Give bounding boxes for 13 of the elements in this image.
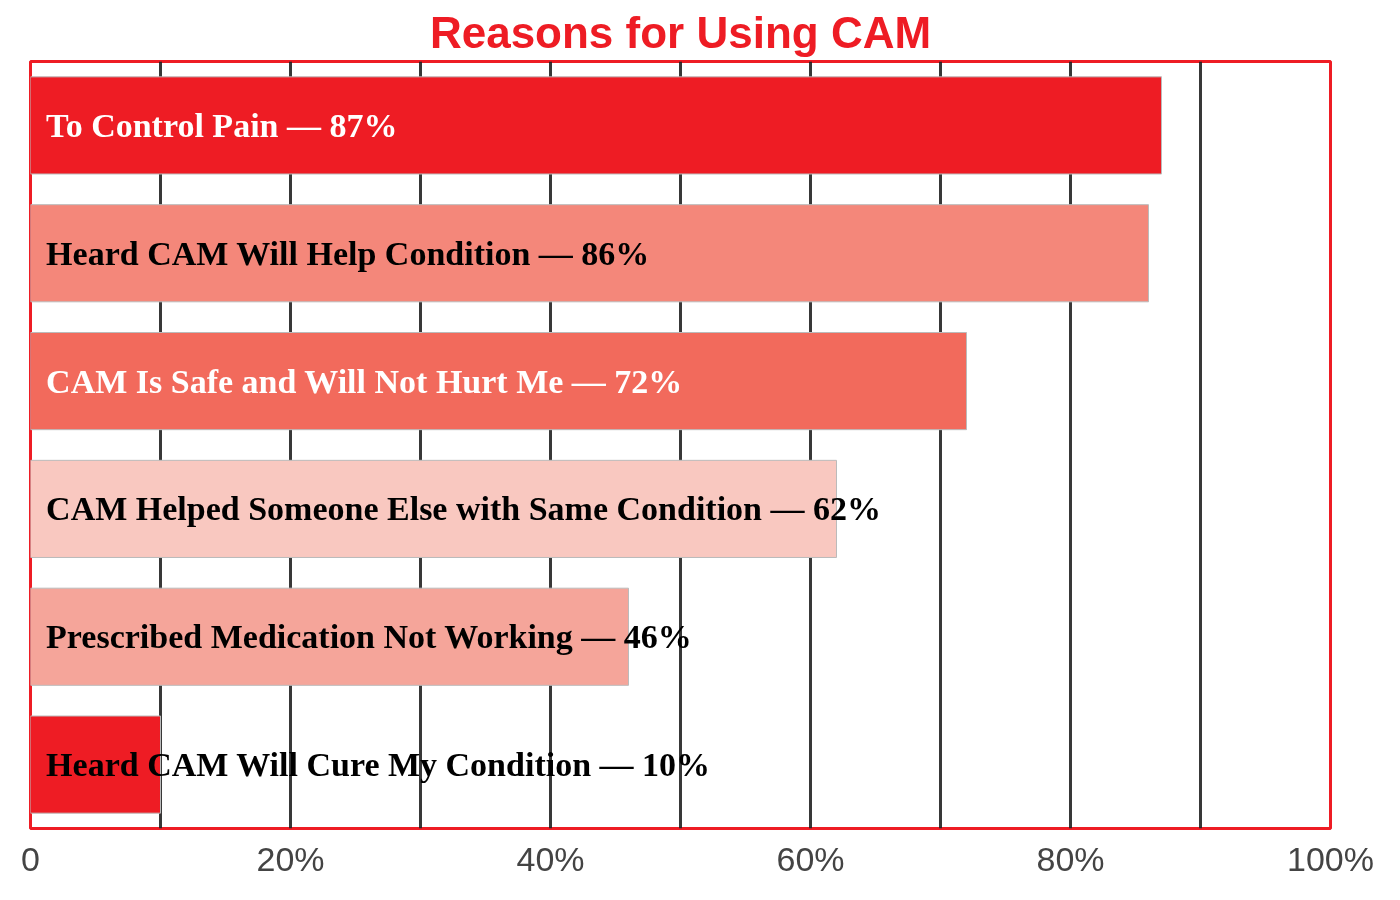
category-label: CAM Helped Someone Else with Same Condition — 62% [46, 490, 882, 528]
category-label: Heard CAM Will Help Condition — 86% [46, 234, 650, 272]
x-tick-label: 0 [21, 839, 40, 878]
x-tick-label: 60% [776, 839, 845, 878]
x-tick-label: 100% [1287, 839, 1374, 878]
bar [30, 204, 1149, 303]
bar [30, 332, 967, 431]
x-tick-label: 20% [256, 839, 325, 878]
category-label: To Control Pain — 87% [46, 106, 398, 144]
chart-title: Reasons for Using CAM [429, 7, 932, 57]
x-tick-label: 80% [1036, 839, 1105, 878]
category-label: CAM Is Safe and Will Not Hurt Me — 72% [46, 362, 683, 400]
x-tick-label: 40% [516, 839, 585, 878]
